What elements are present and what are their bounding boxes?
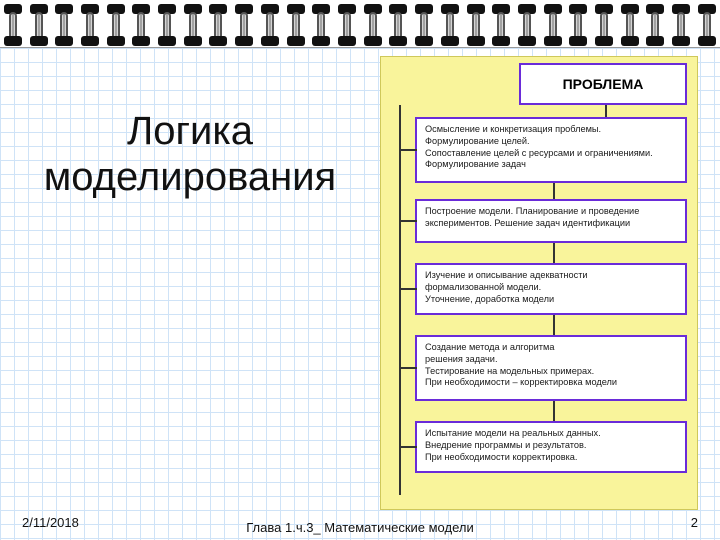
slide-title: Логика моделирования	[10, 108, 370, 200]
flow-connector	[553, 243, 555, 263]
flow-stage: Создание метода и алгоритмарешения задач…	[415, 335, 687, 401]
flow-stage-line: Осмысление и конкретизация проблемы.	[425, 124, 677, 136]
flowchart-panel: ПРОБЛЕМА Осмысление и конкретизация проб…	[380, 56, 698, 510]
flow-stage-line: Формулирование целей.	[425, 136, 677, 148]
flow-stage-line: Построение модели. Планирование и провед…	[425, 206, 677, 218]
flow-stage-line: Внедрение программы и результатов.	[425, 440, 677, 452]
flow-stage: Осмысление и конкретизация проблемы.Форм…	[415, 117, 687, 183]
flow-stage-line: При необходимости корректировка.	[425, 452, 677, 464]
flow-spine	[399, 105, 401, 495]
flow-connector	[399, 220, 417, 222]
flow-stage-line: Уточнение, доработка модели	[425, 294, 677, 306]
flow-stage: Испытание модели на реальных данных.Внед…	[415, 421, 687, 473]
flow-connector	[399, 288, 417, 290]
flow-stage-line: Формулирование задач	[425, 159, 677, 171]
flow-stage-line: Тестирование на модельных примерах.	[425, 366, 677, 378]
flow-stage-line: При необходимости – корректировка модели	[425, 377, 677, 389]
flow-stage-line: формализованной модели.	[425, 282, 677, 294]
flow-stage-line: решения задачи.	[425, 354, 677, 366]
flow-connector	[399, 446, 417, 448]
flow-connector	[553, 183, 555, 199]
flow-connector	[399, 149, 417, 151]
flow-connector	[553, 315, 555, 335]
slide-footer: 2/11/2018 Глава 1.ч.3_ Математические мо…	[0, 506, 720, 536]
flow-stage-line: экспериментов. Решение задач идентификац…	[425, 218, 677, 230]
flow-stage: Изучение и описывание адекватностиформал…	[415, 263, 687, 315]
footer-chapter: Глава 1.ч.3_ Математические модели	[0, 521, 720, 536]
flow-stage-line: Сопоставление целей с ресурсами и ограни…	[425, 148, 677, 160]
flow-connector	[399, 367, 417, 369]
flow-connector	[553, 401, 555, 421]
spiral-binding	[0, 0, 720, 48]
flow-stage-line: Изучение и описывание адекватности	[425, 270, 677, 282]
page-content: Логика моделирования ПРОБЛЕМА Осмысление…	[0, 48, 720, 540]
flow-stage-line: Испытание модели на реальных данных.	[425, 428, 677, 440]
flow-stage-line: Создание метода и алгоритма	[425, 342, 677, 354]
flow-stage: Построение модели. Планирование и провед…	[415, 199, 687, 243]
footer-page-number: 2	[691, 515, 698, 530]
problem-node: ПРОБЛЕМА	[519, 63, 687, 105]
flow-connector	[605, 105, 607, 117]
